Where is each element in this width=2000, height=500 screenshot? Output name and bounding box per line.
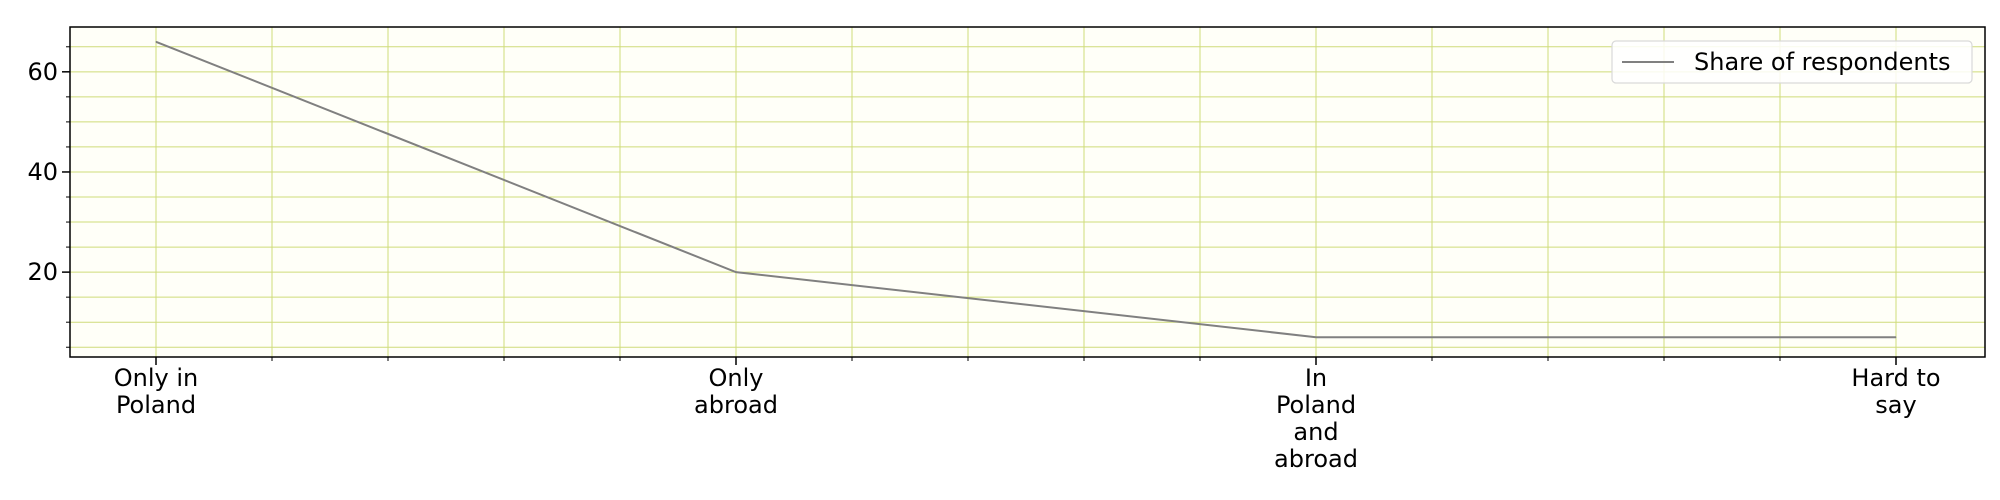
data-point <box>1895 336 1897 338</box>
y-tick-label: 20 <box>27 258 58 286</box>
y-tick-label: 40 <box>27 158 58 186</box>
legend: Share of respondents <box>1611 40 1973 84</box>
series-line <box>155 40 1896 339</box>
x-tick-label: Only abroad <box>694 364 778 419</box>
x-tick-label: In Poland and abroad <box>1274 364 1358 473</box>
y-axis: 20 40 60 <box>27 46 70 348</box>
axes-frame <box>69 26 1986 358</box>
grid <box>70 27 1985 357</box>
series-layer <box>155 40 1897 339</box>
x-tick-label: Hard to say <box>1851 364 1940 419</box>
y-tick-label: 60 <box>27 58 58 86</box>
x-axis: Only in Poland Only abroad In Poland and abroad… <box>114 357 1941 473</box>
data-point <box>155 41 157 43</box>
data-point <box>735 271 737 273</box>
data-point <box>1315 336 1317 338</box>
x-tick-label: Only in Poland <box>114 364 198 419</box>
axes <box>69 26 1986 358</box>
legend-box <box>1611 40 1973 84</box>
legend-label: Share of respondents <box>1694 48 1951 76</box>
